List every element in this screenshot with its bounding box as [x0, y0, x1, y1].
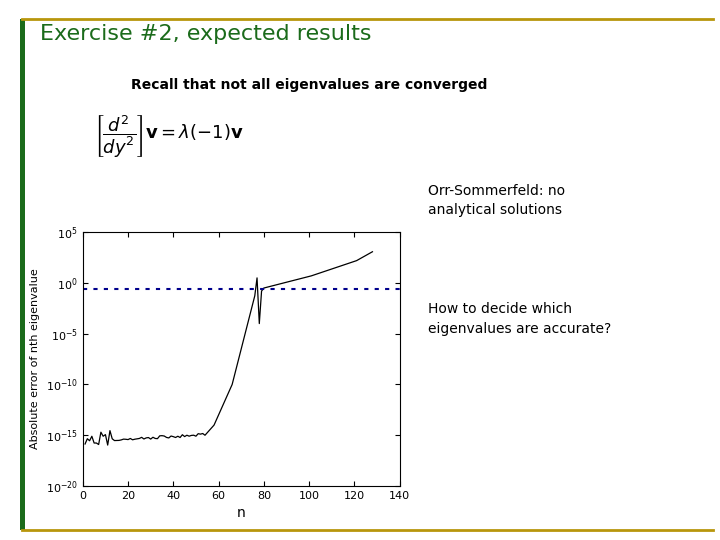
X-axis label: n: n	[237, 507, 246, 521]
Text: How to decide which
eigenvalues are accurate?: How to decide which eigenvalues are accu…	[428, 302, 612, 336]
Text: Orr-Sommerfeld: no
analytical solutions: Orr-Sommerfeld: no analytical solutions	[428, 184, 565, 217]
Text: Recall that not all eigenvalues are converged: Recall that not all eigenvalues are conv…	[132, 78, 487, 92]
Text: Exercise #2, expected results: Exercise #2, expected results	[40, 24, 371, 44]
Bar	[20, 19, 25, 530]
Text: $\left[\dfrac{d^2}{dy^2}\right]\mathbf{v} = \lambda(-1)\mathbf{v}$: $\left[\dfrac{d^2}{dy^2}\right]\mathbf{v…	[94, 113, 243, 159]
Y-axis label: Absolute error of nth eigenvalue: Absolute error of nth eigenvalue	[30, 269, 40, 449]
